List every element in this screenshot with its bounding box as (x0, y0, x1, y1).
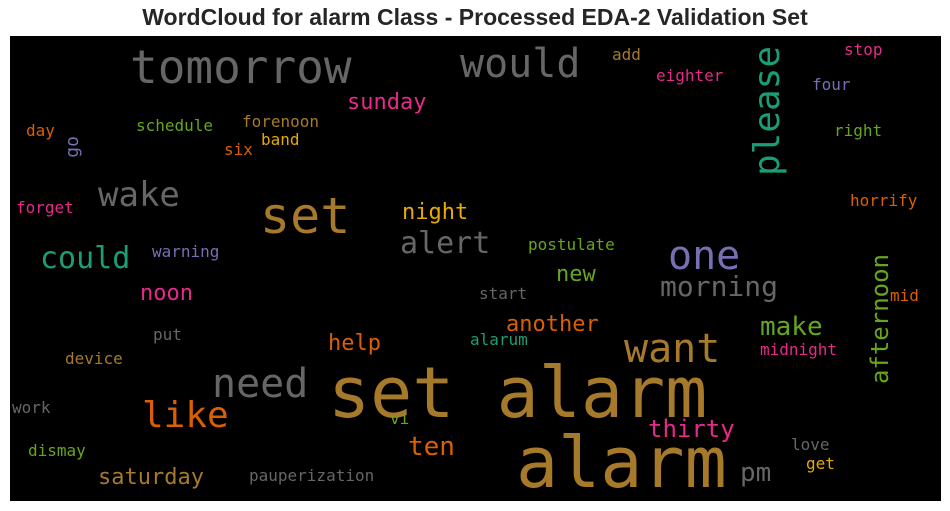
word-six: six (224, 140, 253, 159)
word-sunday: sunday (347, 90, 427, 115)
word-device: device (65, 349, 123, 368)
word-forget: forget (16, 198, 74, 217)
word-mid: mid (890, 286, 919, 305)
word-please: please (747, 46, 788, 177)
word-add: add (612, 45, 641, 64)
word-vi: vi (390, 409, 410, 428)
word-help: help (328, 331, 381, 356)
word-alarm: alarm (516, 422, 727, 501)
word-put: put (153, 325, 182, 344)
word-horrify: horrify (850, 191, 918, 210)
word-afternoon: afternoon (866, 254, 894, 385)
word-postulate: postulate (528, 235, 615, 254)
word-pm: pm (740, 458, 772, 488)
word-dismay: dismay (28, 441, 86, 460)
word-saturday: saturday (98, 465, 204, 490)
wordcloud-canvas: set alarm alarm set tomorrow would please one w… (10, 36, 941, 501)
word-alert: alert (400, 226, 491, 261)
word-get: get (806, 454, 835, 473)
chart-title: WordCloud for alarm Class - Processed ED… (142, 4, 808, 30)
word-midnight: midnight (760, 340, 838, 359)
word-pauperization: pauperization (249, 466, 375, 485)
word-schedule: schedule (136, 116, 214, 135)
word-tomorrow: tomorrow (130, 40, 352, 94)
word-ten: ten (408, 432, 455, 462)
word-night: night (402, 200, 469, 225)
word-love: love (791, 435, 830, 454)
word-warning: warning (152, 242, 220, 261)
word-work: work (12, 398, 51, 417)
word-new: new (556, 262, 596, 287)
word-go: go (62, 136, 83, 158)
word-make: make (760, 312, 823, 342)
word-could: could (40, 241, 131, 276)
word-morning: morning (660, 270, 779, 303)
word-forenoon: forenoon (242, 112, 320, 131)
word-want: want (624, 326, 721, 372)
word-another: another (506, 312, 599, 337)
word-set-alarm: set alarm (328, 352, 708, 434)
word-would: would (460, 41, 581, 87)
word-band: band (261, 130, 300, 149)
word-day: day (26, 121, 55, 140)
word-like: like (142, 395, 229, 436)
word-right: right (834, 121, 883, 140)
word-one: one (668, 233, 741, 279)
word-set: set (260, 187, 351, 245)
word-alarum: alarum (470, 330, 528, 349)
word-noon: noon (140, 281, 193, 306)
word-need: need (212, 361, 309, 407)
word-stop: stop (844, 40, 883, 59)
word-wake: wake (98, 175, 180, 215)
word-start: start (479, 284, 528, 303)
word-thirty: thirty (648, 415, 735, 443)
word-four: four (812, 75, 851, 94)
word-eighter: eighter (656, 66, 724, 85)
